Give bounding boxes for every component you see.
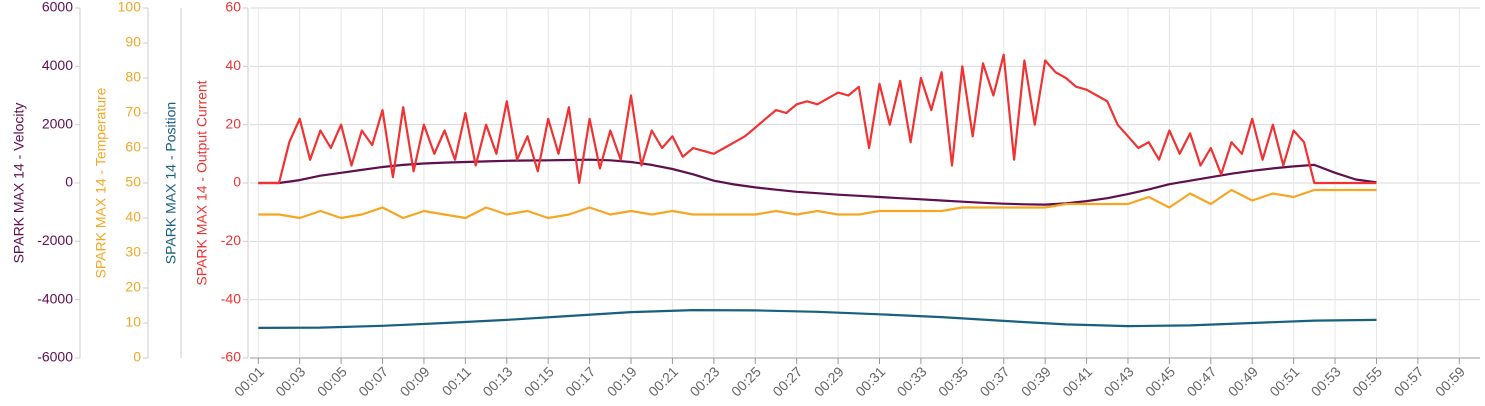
y-tick-label: -40 — [221, 290, 241, 306]
y-tick-label: -60 — [221, 349, 241, 365]
x-tick-label: 00:49 — [1225, 363, 1261, 399]
y-tick-label: 100 — [118, 0, 142, 15]
x-tick-label: 00:15 — [521, 363, 557, 399]
x-tick-label: 00:33 — [894, 363, 930, 399]
x-tick-label: 00:51 — [1266, 363, 1302, 399]
x-tick-label: 00:27 — [769, 363, 805, 399]
x-tick-label: 00:53 — [1308, 363, 1344, 399]
y-tick-label: 20 — [225, 115, 241, 131]
x-tick-label: 00:57 — [1391, 363, 1427, 399]
y-tick-label: 0 — [133, 349, 141, 365]
y-axis-title: SPARK MAX 14 - Velocity — [11, 103, 27, 264]
series-line — [258, 188, 1377, 220]
y-tick-label: -6000 — [37, 349, 73, 365]
x-tick-label: 00:01 — [231, 363, 267, 399]
x-tick-label: 00:39 — [1018, 363, 1054, 399]
y-tick-label: 20 — [125, 279, 141, 295]
x-tick-label: 00:03 — [272, 363, 308, 399]
y-tick-label: -20 — [221, 232, 241, 248]
y-tick-label: 6000 — [42, 0, 73, 15]
x-tick-label: 00:17 — [562, 363, 598, 399]
y-tick-label: 50 — [125, 174, 141, 190]
series-line — [258, 53, 1377, 185]
y-tick-label: 60 — [125, 139, 141, 155]
y-tick-label: 40 — [125, 209, 141, 225]
y-tick-label: 40 — [225, 57, 241, 73]
y-axis-title: SPARK MAX 14 - Position — [163, 102, 179, 264]
x-tick-label: 00:07 — [355, 363, 391, 399]
x-tick-label: 00:11 — [439, 363, 475, 399]
x-tick-label: 00:37 — [976, 363, 1012, 399]
x-tick-label: 00:45 — [1142, 363, 1178, 399]
y-tick-label: -2000 — [37, 232, 73, 248]
x-tick-label: 00:29 — [811, 363, 847, 399]
y-tick-label: 90 — [125, 34, 141, 50]
x-tick-label: 00:23 — [686, 363, 722, 399]
x-tick-label: 00:55 — [1349, 363, 1385, 399]
x-tick-label: 00:13 — [479, 363, 515, 399]
x-tick-label: 00:47 — [1183, 363, 1219, 399]
y-tick-label: 0 — [65, 174, 73, 190]
y-tick-label: 70 — [125, 104, 141, 120]
x-tick-label: 00:31 — [852, 363, 888, 399]
y-tick-label: 4000 — [42, 57, 73, 73]
x-tick-label: 00:21 — [645, 363, 681, 399]
y-axis-title: SPARK MAX 14 - Output Current — [194, 80, 210, 285]
y-tick-label: 60 — [225, 0, 241, 15]
x-tick-label: 00:35 — [935, 363, 971, 399]
y-tick-label: 30 — [125, 244, 141, 260]
y-tick-label: 10 — [125, 314, 141, 330]
x-tick-label: 00:09 — [397, 363, 433, 399]
y-tick-label: 0 — [233, 174, 241, 190]
y-axis-title: SPARK MAX 14 - Temperature — [93, 87, 109, 278]
series-line — [258, 158, 1377, 206]
x-tick-label: 00:41 — [1059, 363, 1095, 399]
x-tick-label: 00:59 — [1432, 363, 1468, 399]
y-tick-label: 2000 — [42, 115, 73, 131]
x-tick-label: 00:43 — [1101, 363, 1137, 399]
x-tick-label: 00:25 — [728, 363, 764, 399]
series-line — [258, 309, 1377, 329]
x-tick-label: 00:19 — [604, 363, 640, 399]
y-tick-label: -4000 — [37, 290, 73, 306]
y-tick-label: 80 — [125, 69, 141, 85]
x-tick-label: 00:05 — [314, 363, 350, 399]
